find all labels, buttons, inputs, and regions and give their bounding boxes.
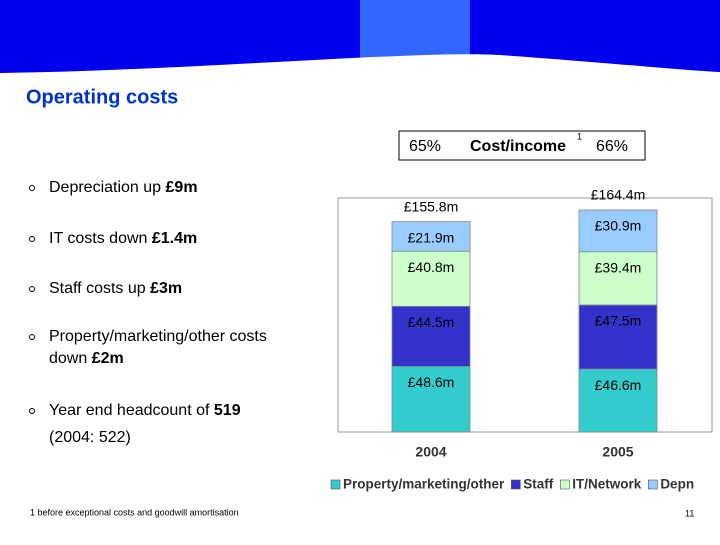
page-number: 11 <box>685 508 694 518</box>
bullet-dot <box>29 286 35 292</box>
bullet-plain: Staff costs up <box>49 280 150 297</box>
bullet-plain: down <box>49 350 92 367</box>
bullet-bold: £1.4m <box>152 230 197 247</box>
bullet-text: Year end headcount of 519 (2004: 522) <box>49 402 241 446</box>
value-label: £44.5m <box>408 314 455 330</box>
cost-income-box <box>398 130 646 161</box>
bullet-text: Staff costs up £3m <box>49 280 182 297</box>
bullet-bold: £2m <box>92 350 124 367</box>
bullet-plain: (2004: 522) <box>49 429 131 446</box>
cost-income-label: Cost/income <box>470 138 566 155</box>
x-tick-label: 2004 <box>415 444 446 460</box>
banner-curve <box>0 54 720 86</box>
bullet-dot <box>29 334 35 340</box>
bullet-text: IT costs down £1.4m <box>49 230 197 247</box>
value-label: £47.5m <box>595 313 642 329</box>
bullet-text: Depreciation up £9m <box>49 179 198 196</box>
value-label: £40.8m <box>408 259 455 275</box>
bullet-dot <box>29 185 35 191</box>
value-label: £30.9m <box>595 218 642 234</box>
total-label: £155.8m <box>404 198 458 214</box>
bullet-plain: Property/marketing/other costs <box>49 328 271 345</box>
legend-swatch <box>648 479 658 490</box>
bar-segment <box>578 251 658 306</box>
legend-swatch <box>510 479 521 490</box>
bar-segment <box>578 209 658 253</box>
bar-segment <box>391 305 471 367</box>
bullet-dot <box>29 408 35 414</box>
bullet-plain: IT costs down <box>49 230 152 247</box>
bullets: Depreciation up £9m IT costs down £1.4m St… <box>29 179 271 446</box>
legend-label: IT/Network <box>572 477 642 492</box>
legend-label: Property/marketing/other <box>343 477 505 492</box>
total-label: £164.4m <box>591 187 645 203</box>
cost-income-right: 66% <box>596 138 628 155</box>
legend-label: Depn <box>660 477 694 492</box>
legend-swatch <box>559 479 570 490</box>
bar-segment <box>391 250 471 307</box>
x-tick-label: 2005 <box>602 444 633 460</box>
bullet-bold: £3m <box>150 280 182 297</box>
chart: £48.6m £44.5m £40.8m £21.9m £155.8m 2004 £46.6… <box>330 187 694 492</box>
cost-income-left: 65% <box>409 138 441 155</box>
value-label: £21.9m <box>408 229 455 245</box>
bullet-plain: Year end headcount of <box>49 402 214 419</box>
legend-label: Staff <box>523 477 554 492</box>
value-label: £48.6m <box>408 374 455 390</box>
bar-segment <box>578 304 658 370</box>
bullet-plain: Depreciation up <box>49 179 166 196</box>
bar-segment <box>391 365 471 433</box>
slide-title: Operating costs <box>26 86 178 108</box>
footnote-mark: 1 <box>577 131 582 141</box>
value-label: £46.6m <box>595 377 642 393</box>
footnote: 1 before exceptional costs and goodwill … <box>30 507 239 517</box>
legend-swatch <box>330 479 341 490</box>
bullet-text: Property/marketing/other costs down £2m <box>49 328 271 367</box>
bullet-dot <box>29 236 35 242</box>
bullet-bold: £9m <box>166 179 198 196</box>
bullet-bold: 519 <box>214 402 241 419</box>
bar-segment <box>391 221 471 252</box>
value-label: £39.4m <box>595 259 642 275</box>
